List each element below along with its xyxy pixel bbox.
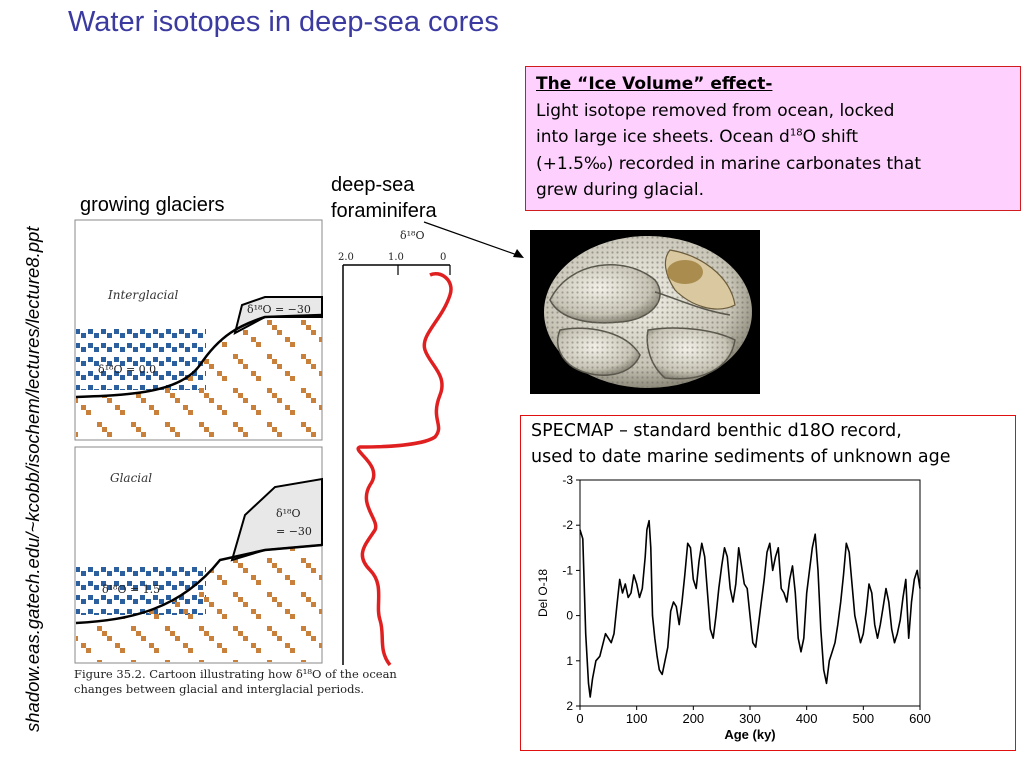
ocean-d18o-interglacial: δ¹⁸O = 0.0 — [98, 363, 156, 376]
figure-caption-line1: Figure 35.2. Cartoon illustrating how δ¹… — [74, 667, 397, 681]
x-tick-label: 300 — [739, 711, 761, 726]
foraminifera-photo — [530, 230, 760, 394]
figure-caption-line2: changes between glacial and interglacial… — [74, 682, 365, 696]
glacial-panel: Glacial δ¹⁸O = −30 δ¹⁸O = 1.5 — [74, 446, 323, 664]
schematic-d18o-record: δ¹⁸O 2.0 1.0 0 — [338, 229, 453, 667]
specmap-line1: SPECMAP – standard benthic d18O record, — [531, 421, 902, 441]
y-tick-label: -3 — [562, 473, 573, 487]
d18o-series-line — [579, 519, 921, 698]
foraminifera-label-line2: foraminifera — [331, 200, 437, 222]
ocean-d18o-glacial: δ¹⁸O = 1.5 — [102, 583, 160, 596]
ice-volume-line3: (+1.5‰) recorded in marine carbonates th… — [536, 153, 921, 174]
y-tick-label: 1 — [566, 654, 573, 668]
x-tick-label: 0 — [576, 711, 583, 726]
chart-plot-area — [579, 479, 921, 707]
source-credit: shadow.eas.gatech.edu/~kcobb/isochem/lec… — [22, 226, 43, 732]
growing-glaciers-label: growing glaciers — [80, 194, 225, 216]
x-tick-label: 100 — [626, 711, 648, 726]
x-tick-label: 500 — [852, 711, 874, 726]
specmap-line2: used to date marine sediments of unknown… — [531, 447, 951, 467]
y-tick-label: -2 — [562, 518, 573, 532]
specmap-chart: 0 100 200 300 400 500 600 -3 -2 -1 0 1 2 Age (ky) Del … — [536, 473, 931, 742]
foraminifera-label: deep-sea foraminifera — [331, 172, 481, 224]
schematic-curve — [356, 272, 453, 667]
ice-d18o-glacial-b: = −30 — [276, 525, 312, 538]
ice-volume-heading: The “Ice Volume” effect- — [536, 74, 773, 94]
y-tick-label: -1 — [562, 563, 573, 577]
x-axis-label: Age (ky) — [724, 727, 775, 742]
slide-title: Water isotopes in deep-sea cores — [68, 6, 499, 38]
pointer-arrow — [423, 221, 524, 258]
y-tick-label: 2 — [566, 699, 573, 713]
schematic-tick-label: 1.0 — [388, 252, 404, 263]
ice-volume-line2-post: O shift — [802, 127, 859, 147]
schematic-tick-label: 2.0 — [338, 252, 354, 263]
ice-volume-line2: into large ice sheets. Ocean d18O shift — [536, 124, 1010, 151]
x-tick-label: 600 — [909, 711, 931, 726]
y-axis-label: Del O-18 — [536, 569, 550, 617]
x-tick-label: 400 — [796, 711, 818, 726]
ice-d18o-interglacial: δ¹⁸O = −30 — [247, 303, 311, 316]
y-tick-label: 0 — [566, 609, 573, 623]
ice-volume-line2-pre: into large ice sheets. Ocean d — [536, 127, 790, 147]
ice-volume-effect-box: The “Ice Volume” effect- Light isotope r… — [525, 66, 1021, 211]
specmap-box — [520, 415, 1016, 751]
foraminifera-label-line1: deep-sea — [331, 174, 415, 196]
ice-volume-line4: grew during glacial. — [536, 180, 704, 200]
glacial-label: Glacial — [110, 471, 152, 485]
schematic-axis-title: δ¹⁸O — [400, 229, 424, 242]
x-tick-label: 200 — [682, 711, 704, 726]
figure-caption: Figure 35.2. Cartoon illustrating how δ¹… — [74, 667, 397, 697]
schematic-tick-label: 0 — [440, 252, 446, 263]
ice-volume-line1: Light isotope removed from ocean, locked — [536, 100, 895, 121]
ice-d18o-glacial-a: δ¹⁸O — [276, 507, 300, 520]
foraminifera-illustration — [544, 236, 752, 388]
interglacial-label: Interglacial — [107, 288, 179, 302]
ice-volume-cartoon: Interglacial δ¹⁸O = −30 δ¹⁸O = 0.0 Glaci… — [74, 219, 323, 664]
ice-volume-line2-sup: 18 — [789, 127, 803, 139]
specmap-description: SPECMAP – standard benthic d18O record, … — [531, 418, 950, 470]
interglacial-panel: Interglacial δ¹⁸O = −30 δ¹⁸O = 0.0 — [74, 219, 323, 441]
